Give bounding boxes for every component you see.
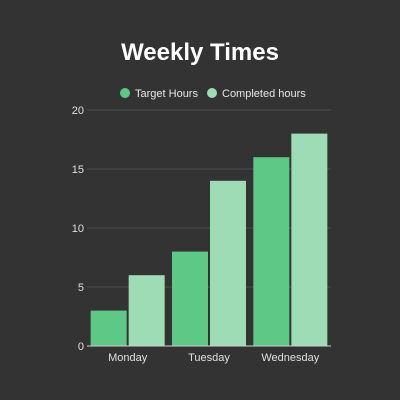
bars — [90, 133, 328, 346]
x-tick-label: Wednesday — [261, 352, 319, 364]
legend: Target Hours Completed hours — [120, 88, 306, 100]
bar-wednesday-completed — [291, 133, 328, 346]
bar-monday-completed — [128, 275, 165, 346]
legend-label-target-hours: Target Hours — [135, 88, 198, 100]
x-tick-label: Monday — [108, 352, 148, 364]
y-tick-label: 15 — [72, 164, 84, 176]
x-axis-ticks: Monday Tuesday Wednesday — [108, 352, 320, 364]
bar-tuesday-completed — [210, 180, 246, 346]
bar-wednesday-target — [253, 157, 290, 346]
bar-tuesday-target — [172, 251, 208, 346]
y-tick-label: 20 — [72, 105, 84, 117]
y-tick-label: 0 — [78, 341, 84, 353]
y-tick-label: 10 — [72, 223, 84, 235]
y-tick-label: 5 — [78, 282, 84, 294]
legend-swatch-target-hours — [120, 88, 130, 98]
chart-title: Weekly Times — [121, 39, 279, 66]
legend-label-completed-hours: Completed hours — [222, 88, 306, 100]
legend-swatch-completed-hours — [207, 88, 217, 98]
gridlines — [87, 109, 331, 288]
bar-monday-target — [90, 310, 127, 346]
y-axis-ticks: 0 5 10 15 20 — [72, 105, 84, 353]
x-tick-label: Tuesday — [188, 352, 230, 364]
